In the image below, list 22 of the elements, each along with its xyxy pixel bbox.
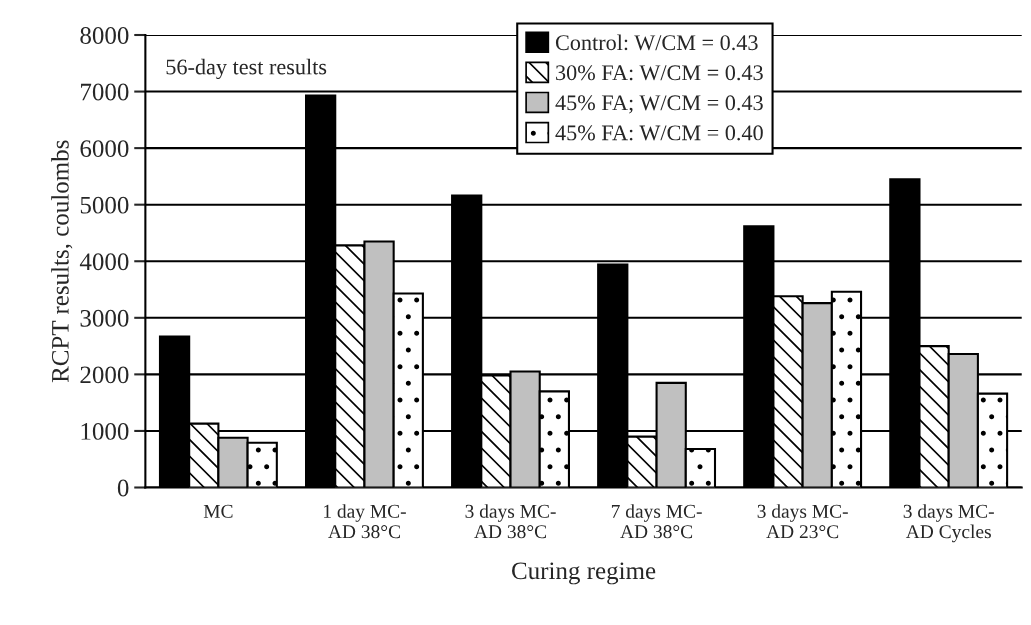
y-tick-label: 7000 — [81, 83, 129, 101]
x-tick-label: MC — [203, 504, 233, 518]
x-tick-label: 3 days MC- AD 38°C — [465, 504, 556, 539]
y-tick-label: 3000 — [80, 309, 129, 327]
y-tick-label: 2000 — [80, 366, 129, 384]
x-tick-label: 7 days MC- AD 38°C — [611, 504, 702, 539]
y-axis-title: RCPT results, coulombs — [51, 140, 73, 383]
legend-label: 30% FA: W/CM = 0.43 — [556, 65, 763, 81]
x-tick-label: 3 days MC- AD Cycles — [903, 504, 994, 543]
legend-label: Control: W/CM = 0.43 — [555, 34, 758, 51]
y-tick-label: 6000 — [80, 140, 129, 158]
y-tick-label: 0 — [117, 479, 129, 497]
x-axis-title: Curing regime — [512, 562, 656, 585]
y-tick-label: 5000 — [80, 196, 129, 214]
y-tick-label: 4000 — [79, 253, 129, 271]
legend-label: 45% FA; W/CM = 0.43 — [555, 95, 763, 114]
legend-label: 45% FA: W/CM = 0.40 — [555, 125, 763, 141]
x-tick-label: 3 days MC- AD 23°C — [757, 504, 848, 539]
y-tick-label: 8000 — [80, 27, 129, 44]
annotation: 56-day test results — [166, 58, 327, 80]
y-tick-label: 1000 — [81, 422, 129, 440]
x-tick-label: 1 day MC- AD 38°C — [324, 504, 406, 539]
